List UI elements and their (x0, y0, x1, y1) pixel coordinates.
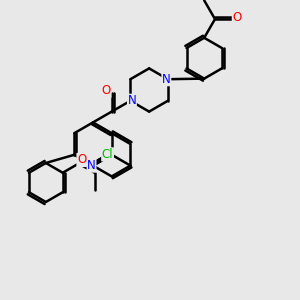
Text: N: N (162, 73, 171, 86)
Text: O: O (232, 11, 242, 24)
Text: O: O (77, 154, 86, 166)
Text: O: O (102, 84, 111, 97)
Text: N: N (128, 94, 136, 107)
Text: Cl: Cl (102, 148, 113, 161)
Text: N: N (87, 159, 96, 172)
